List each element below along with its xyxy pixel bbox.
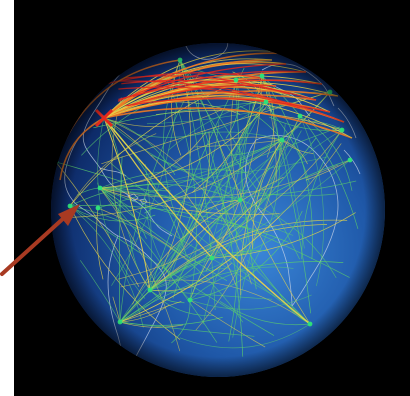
pointer-arrow-icon bbox=[0, 204, 80, 276]
